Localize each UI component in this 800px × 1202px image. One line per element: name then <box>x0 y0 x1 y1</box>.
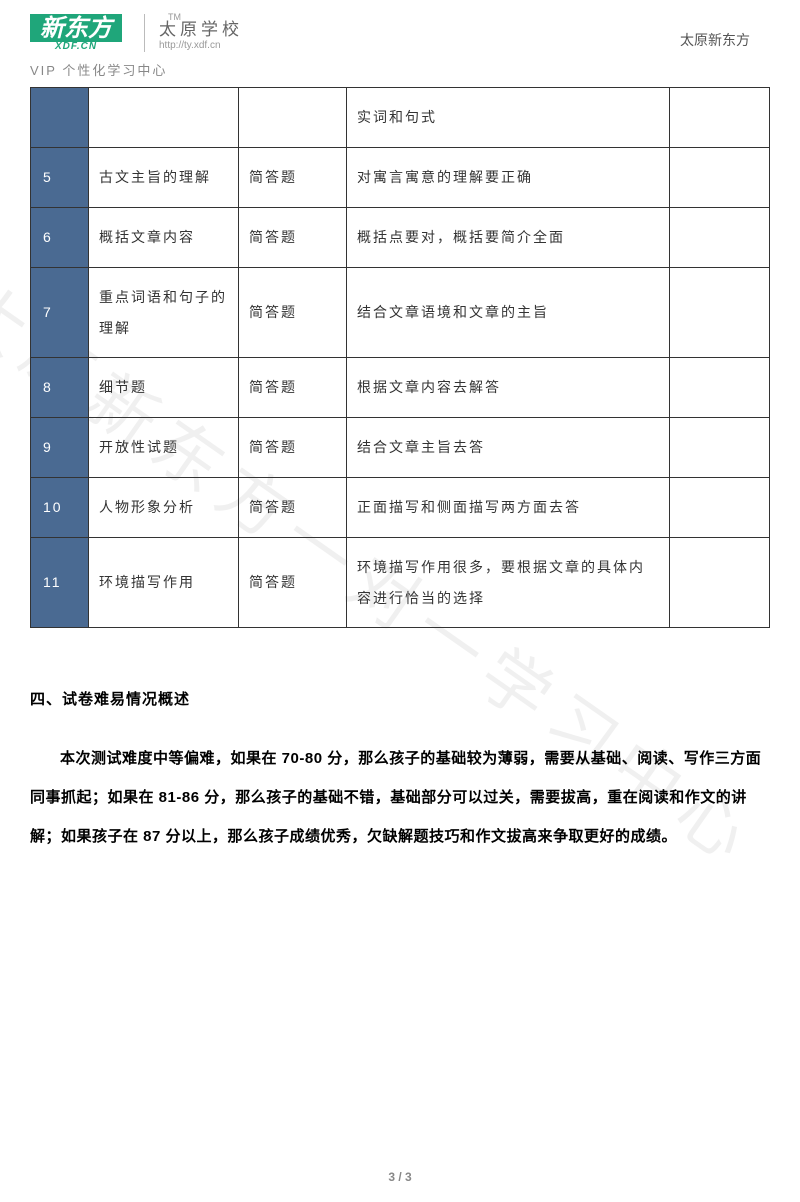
logo-subtext: XDF.CN <box>55 41 97 52</box>
table-row: 11环境描写作用简答题环境描写作用很多，要根据文章的具体内容进行恰当的选择 <box>31 537 770 628</box>
page-subtitle: VIP 个性化学习中心 <box>0 56 800 87</box>
header-right: 太原新东方 <box>680 30 750 50</box>
row-topic <box>89 88 239 148</box>
section-title: 四、试卷难易情况概述 <box>30 688 770 709</box>
trademark: TM <box>168 12 181 22</box>
row-extra <box>670 88 770 148</box>
row-extra <box>670 537 770 628</box>
row-note: 正面描写和侧面描写两方面去答 <box>347 477 670 537</box>
row-type: 简答题 <box>239 358 347 418</box>
row-topic: 重点词语和句子的理解 <box>89 267 239 358</box>
row-note: 概括点要对，概括要简介全面 <box>347 207 670 267</box>
row-extra <box>670 418 770 478</box>
content: 实词和句式5古文主旨的理解简答题对寓言寓意的理解要正确6概括文章内容简答题概括点… <box>0 87 800 856</box>
row-type: 简答题 <box>239 537 347 628</box>
table-row: 9开放性试题简答题结合文章主旨去答 <box>31 418 770 478</box>
row-number: 10 <box>31 477 89 537</box>
row-extra <box>670 477 770 537</box>
row-number: 5 <box>31 148 89 208</box>
row-topic: 古文主旨的理解 <box>89 148 239 208</box>
row-type: 简答题 <box>239 207 347 267</box>
row-topic: 人物形象分析 <box>89 477 239 537</box>
row-extra <box>670 207 770 267</box>
row-type <box>239 88 347 148</box>
row-type: 简答题 <box>239 267 347 358</box>
school-url: http://ty.xdf.cn <box>159 40 243 51</box>
row-extra <box>670 358 770 418</box>
row-number <box>31 88 89 148</box>
row-topic: 细节题 <box>89 358 239 418</box>
page-footer: 3 / 3 <box>0 1170 800 1184</box>
row-number: 7 <box>31 267 89 358</box>
row-note: 结合文章主旨去答 <box>347 418 670 478</box>
table-row: 7重点词语和句子的理解简答题结合文章语境和文章的主旨 <box>31 267 770 358</box>
table-row: 实词和句式 <box>31 88 770 148</box>
row-number: 11 <box>31 537 89 628</box>
row-note: 对寓言寓意的理解要正确 <box>347 148 670 208</box>
row-number: 8 <box>31 358 89 418</box>
row-number: 9 <box>31 418 89 478</box>
row-topic: 开放性试题 <box>89 418 239 478</box>
table-row: 10人物形象分析简答题正面描写和侧面描写两方面去答 <box>31 477 770 537</box>
row-note: 结合文章语境和文章的主旨 <box>347 267 670 358</box>
header-divider <box>144 14 145 52</box>
page-header: 新东方 XDF.CN TM 太原学校 http://ty.xdf.cn 太原新东… <box>0 0 800 56</box>
section-body: 本次测试难度中等偏难，如果在 70-80 分，那么孩子的基础较为薄弱，需要从基础… <box>30 739 770 856</box>
logo: 新东方 XDF.CN <box>30 14 122 52</box>
table-row: 6概括文章内容简答题概括点要对，概括要简介全面 <box>31 207 770 267</box>
row-type: 简答题 <box>239 477 347 537</box>
row-topic: 环境描写作用 <box>89 537 239 628</box>
row-number: 6 <box>31 207 89 267</box>
row-note: 环境描写作用很多，要根据文章的具体内容进行恰当的选择 <box>347 537 670 628</box>
row-extra <box>670 267 770 358</box>
analysis-table: 实词和句式5古文主旨的理解简答题对寓言寓意的理解要正确6概括文章内容简答题概括点… <box>30 87 770 628</box>
logo-text: 新东方 <box>30 14 122 42</box>
table-row: 5古文主旨的理解简答题对寓言寓意的理解要正确 <box>31 148 770 208</box>
row-extra <box>670 148 770 208</box>
row-type: 简答题 <box>239 418 347 478</box>
row-note: 根据文章内容去解答 <box>347 358 670 418</box>
row-note: 实词和句式 <box>347 88 670 148</box>
table-row: 8细节题简答题根据文章内容去解答 <box>31 358 770 418</box>
row-type: 简答题 <box>239 148 347 208</box>
row-topic: 概括文章内容 <box>89 207 239 267</box>
